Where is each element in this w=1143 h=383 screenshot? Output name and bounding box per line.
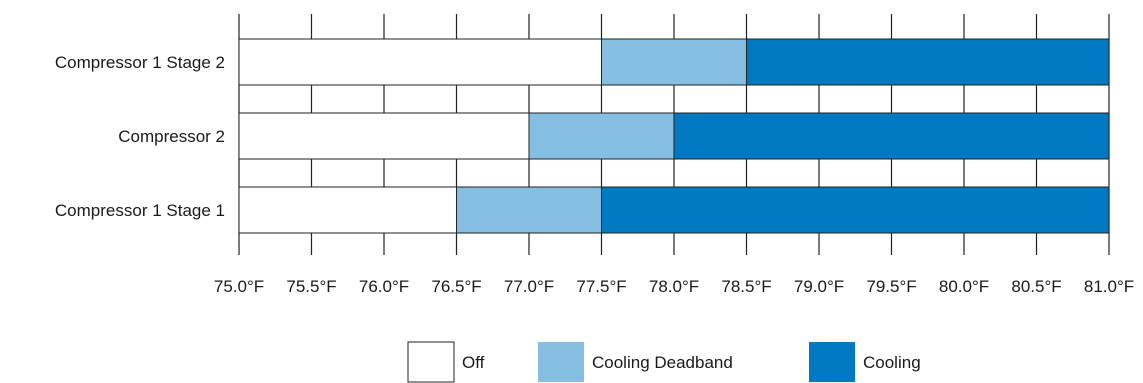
- bar-segment-cooling-deadband: [456, 186, 602, 234]
- bar-segment-off: [238, 38, 602, 86]
- x-tick-label: 79.5°F: [866, 277, 916, 296]
- x-tick-label: 75.5°F: [286, 277, 336, 296]
- x-tick-labels: 75.0°F 75.5°F 76.0°F 76.5°F 77.0°F 77.5°…: [214, 277, 1134, 296]
- row-label: Compressor 1 Stage 1: [55, 201, 225, 220]
- bars: [238, 38, 1110, 234]
- legend-label-cooling: Cooling: [863, 353, 921, 372]
- legend-label-off: Off: [462, 353, 485, 372]
- bar-segment-cooling-deadband: [528, 112, 675, 160]
- x-tick-label: 75.0°F: [214, 277, 264, 296]
- bar-segment-cooling-deadband: [601, 38, 747, 86]
- legend-swatch-cooling-deadband: [538, 342, 584, 382]
- x-tick-label: 81.0°F: [1084, 277, 1134, 296]
- legend: Off Cooling Deadband Cooling: [407, 341, 921, 383]
- legend-label-cooling-deadband: Cooling Deadband: [592, 353, 733, 372]
- x-tick-label: 79.0°F: [794, 277, 844, 296]
- x-tick-label: 80.0°F: [939, 277, 989, 296]
- bar-segment-cooling: [746, 38, 1110, 86]
- x-tick-label: 77.5°F: [576, 277, 626, 296]
- x-tick-label: 76.0°F: [359, 277, 409, 296]
- legend-swatch-cooling: [809, 342, 855, 382]
- legend-swatch-off: [407, 341, 455, 383]
- bar-segment-cooling: [601, 186, 1110, 234]
- row-labels: Compressor 1 Stage 2 Compressor 2 Compre…: [55, 53, 225, 220]
- row-label: Compressor 1 Stage 2: [55, 53, 225, 72]
- row-label: Compressor 2: [118, 127, 225, 146]
- x-tick-label: 80.5°F: [1011, 277, 1061, 296]
- x-tick-label: 78.5°F: [721, 277, 771, 296]
- x-tick-label: 77.0°F: [504, 277, 554, 296]
- x-tick-label: 78.0°F: [649, 277, 699, 296]
- bar-segment-off: [238, 186, 457, 234]
- x-tick-label: 76.5°F: [431, 277, 481, 296]
- bar-segment-off: [238, 112, 530, 160]
- bar-segment-cooling: [673, 112, 1110, 160]
